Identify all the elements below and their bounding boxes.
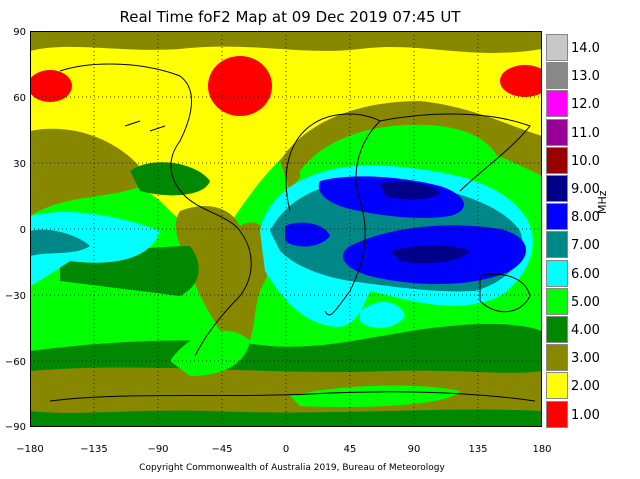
legend-label: 9.00 [571, 182, 600, 197]
legend-swatch [546, 175, 568, 202]
legend-label: 14.0 [571, 41, 600, 56]
legend-label: 8.00 [571, 210, 600, 226]
legend-label: 12.0 [571, 97, 600, 113]
lat-lon-grid [30, 31, 542, 427]
contour-band-9 [390, 245, 470, 264]
contour-band-3 [30, 367, 542, 413]
contour-band-4 [130, 162, 210, 196]
legend-swatch [546, 231, 568, 259]
legend-swatch [546, 203, 568, 231]
contour-band-1 [500, 65, 542, 97]
contour-band-9 [380, 181, 440, 200]
y-tick-label: 0 [19, 225, 26, 236]
legend-label: 2.00 [571, 379, 600, 395]
x-tick-label: −90 [147, 444, 169, 455]
legend-swatch [546, 400, 568, 428]
contour-band-3 [175, 206, 271, 361]
y-tick-label: −30 [4, 291, 26, 302]
y-tick-label: −60 [4, 357, 26, 368]
legend-swatch [546, 344, 568, 372]
copyright-notice: Copyright Commonwealth of Australia 2019… [139, 463, 445, 473]
fof2-map [30, 31, 542, 427]
y-tick-label: 30 [13, 159, 26, 170]
y-tick-label: 60 [13, 93, 26, 104]
contour-band-5c [170, 330, 250, 376]
legend-swatch [546, 287, 568, 315]
legend-swatch [546, 372, 568, 400]
legend-swatch [546, 118, 568, 146]
x-tick-label: 180 [532, 444, 552, 455]
legend-swatch [546, 90, 568, 118]
y-tick-label: 90 [13, 27, 26, 38]
x-tick-label: 135 [468, 444, 488, 455]
legend-label: 10.0 [571, 153, 600, 169]
map-frame [30, 31, 542, 427]
legend-label: 6.00 [571, 266, 600, 282]
legend-swatch [546, 259, 568, 287]
legend-swatch [546, 146, 568, 174]
contour-band-5b [300, 124, 502, 191]
legend-label: 5.00 [571, 294, 600, 310]
y-tick-label: −90 [4, 422, 26, 433]
contour-band-3 [280, 101, 542, 191]
contour-band-6 [360, 301, 405, 328]
contour-band-1 [30, 70, 72, 102]
legend-label: 7.00 [571, 238, 600, 254]
legend-swatch [546, 62, 568, 90]
color-legend [546, 34, 568, 429]
x-tick-label: 0 [282, 444, 290, 455]
x-tick-label: −135 [80, 444, 108, 455]
legend-swatch [546, 316, 568, 343]
legend-label: 13.0 [571, 69, 600, 85]
contour-band-7 [30, 229, 90, 256]
legend-label: 4.00 [571, 323, 600, 338]
map-title: Real Time foF2 Map at 09 Dec 2019 07:45 … [119, 8, 461, 26]
x-tick-label: 90 [407, 444, 421, 455]
contour-band-6 [30, 211, 160, 286]
legend-swatch [546, 34, 568, 61]
x-tick-label: −45 [211, 444, 233, 455]
contour-band-8 [285, 222, 330, 247]
contour-band-1 [208, 56, 272, 116]
legend-label: 3.00 [571, 351, 600, 367]
legend-label: 11.0 [571, 125, 600, 141]
contour-band-3 [30, 128, 150, 216]
legend-label: 1.00 [571, 407, 600, 423]
contour-band-5c [290, 385, 460, 408]
x-tick-label: 45 [343, 444, 357, 455]
x-tick-label: −180 [16, 444, 44, 455]
